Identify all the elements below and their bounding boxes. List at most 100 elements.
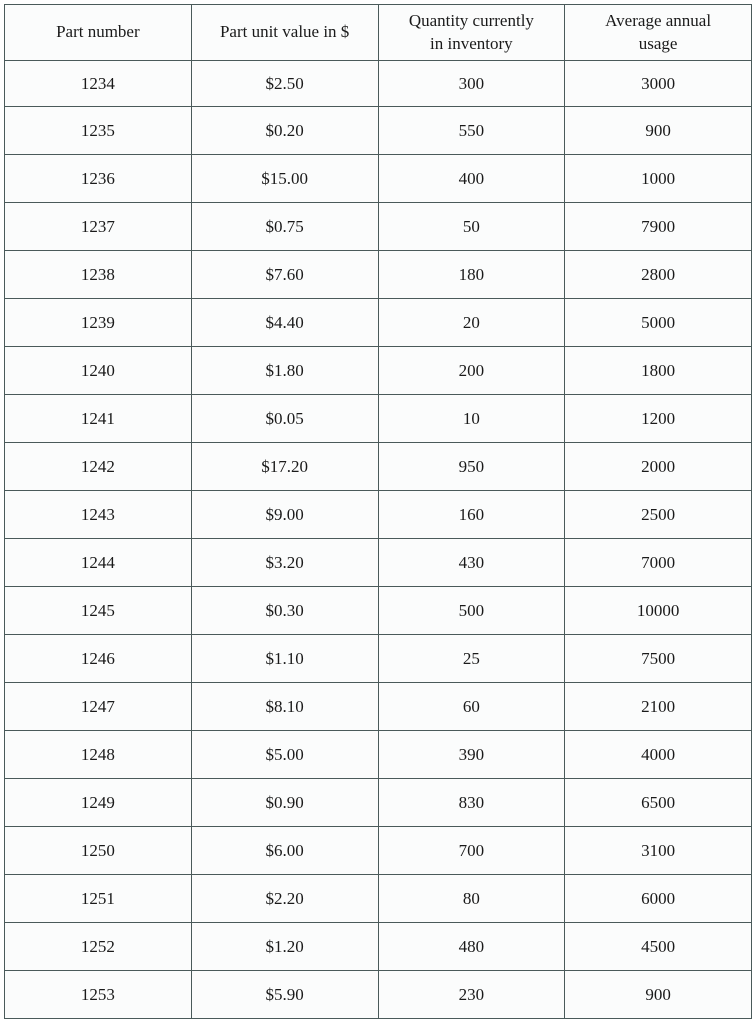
header-usage-line1: Average annual <box>605 11 711 30</box>
cell-unit-value: $9.00 <box>191 491 378 539</box>
cell-unit-value: $6.00 <box>191 827 378 875</box>
cell-annual-usage: 4500 <box>565 923 752 971</box>
table-row: 1243$9.001602500 <box>5 491 752 539</box>
table-row: 1249$0.908306500 <box>5 779 752 827</box>
cell-qty-inventory: 550 <box>378 107 565 155</box>
cell-qty-inventory: 25 <box>378 635 565 683</box>
cell-qty-inventory: 300 <box>378 61 565 107</box>
cell-qty-inventory: 180 <box>378 251 565 299</box>
cell-annual-usage: 1000 <box>565 155 752 203</box>
cell-unit-value: $0.75 <box>191 203 378 251</box>
table-row: 1252$1.204804500 <box>5 923 752 971</box>
cell-qty-inventory: 400 <box>378 155 565 203</box>
cell-part-number: 1252 <box>5 923 192 971</box>
cell-qty-inventory: 230 <box>378 971 565 1019</box>
cell-unit-value: $1.10 <box>191 635 378 683</box>
cell-qty-inventory: 60 <box>378 683 565 731</box>
cell-annual-usage: 1200 <box>565 395 752 443</box>
cell-qty-inventory: 430 <box>378 539 565 587</box>
inventory-table: Part number Part unit value in $ Quantit… <box>4 4 752 1019</box>
cell-unit-value: $8.10 <box>191 683 378 731</box>
cell-annual-usage: 2100 <box>565 683 752 731</box>
table-row: 1244$3.204307000 <box>5 539 752 587</box>
cell-annual-usage: 2800 <box>565 251 752 299</box>
cell-part-number: 1246 <box>5 635 192 683</box>
header-unit-value: Part unit value in $ <box>191 5 378 61</box>
cell-qty-inventory: 50 <box>378 203 565 251</box>
cell-unit-value: $2.20 <box>191 875 378 923</box>
table-row: 1242$17.209502000 <box>5 443 752 491</box>
table-header: Part number Part unit value in $ Quantit… <box>5 5 752 61</box>
cell-qty-inventory: 20 <box>378 299 565 347</box>
cell-qty-inventory: 160 <box>378 491 565 539</box>
cell-part-number: 1248 <box>5 731 192 779</box>
cell-unit-value: $1.20 <box>191 923 378 971</box>
cell-part-number: 1247 <box>5 683 192 731</box>
cell-part-number: 1239 <box>5 299 192 347</box>
table-row: 1239$4.40205000 <box>5 299 752 347</box>
table-row: 1248$5.003904000 <box>5 731 752 779</box>
cell-qty-inventory: 950 <box>378 443 565 491</box>
cell-annual-usage: 3000 <box>565 61 752 107</box>
cell-annual-usage: 900 <box>565 971 752 1019</box>
table-body: 1234$2.5030030001235$0.205509001236$15.0… <box>5 61 752 1019</box>
cell-qty-inventory: 500 <box>378 587 565 635</box>
table-row: 1250$6.007003100 <box>5 827 752 875</box>
cell-part-number: 1250 <box>5 827 192 875</box>
cell-part-number: 1241 <box>5 395 192 443</box>
cell-annual-usage: 3100 <box>565 827 752 875</box>
cell-part-number: 1245 <box>5 587 192 635</box>
cell-unit-value: $3.20 <box>191 539 378 587</box>
cell-unit-value: $17.20 <box>191 443 378 491</box>
cell-part-number: 1240 <box>5 347 192 395</box>
table-row: 1240$1.802001800 <box>5 347 752 395</box>
cell-annual-usage: 10000 <box>565 587 752 635</box>
table-row: 1245$0.3050010000 <box>5 587 752 635</box>
table-row: 1238$7.601802800 <box>5 251 752 299</box>
table-row: 1234$2.503003000 <box>5 61 752 107</box>
header-qty-inventory: Quantity currently in inventory <box>378 5 565 61</box>
cell-part-number: 1237 <box>5 203 192 251</box>
table-row: 1235$0.20550900 <box>5 107 752 155</box>
table-row: 1253$5.90230900 <box>5 971 752 1019</box>
header-annual-usage: Average annual usage <box>565 5 752 61</box>
header-qty-line1: Quantity currently <box>409 11 534 30</box>
cell-unit-value: $5.00 <box>191 731 378 779</box>
cell-part-number: 1251 <box>5 875 192 923</box>
cell-annual-usage: 2500 <box>565 491 752 539</box>
cell-part-number: 1242 <box>5 443 192 491</box>
cell-part-number: 1243 <box>5 491 192 539</box>
cell-annual-usage: 1800 <box>565 347 752 395</box>
cell-unit-value: $4.40 <box>191 299 378 347</box>
cell-annual-usage: 2000 <box>565 443 752 491</box>
cell-unit-value: $0.20 <box>191 107 378 155</box>
cell-qty-inventory: 480 <box>378 923 565 971</box>
cell-part-number: 1253 <box>5 971 192 1019</box>
cell-part-number: 1234 <box>5 61 192 107</box>
cell-annual-usage: 7900 <box>565 203 752 251</box>
cell-annual-usage: 6500 <box>565 779 752 827</box>
cell-qty-inventory: 390 <box>378 731 565 779</box>
cell-part-number: 1238 <box>5 251 192 299</box>
cell-part-number: 1244 <box>5 539 192 587</box>
table-row: 1246$1.10257500 <box>5 635 752 683</box>
table-row: 1247$8.10602100 <box>5 683 752 731</box>
cell-qty-inventory: 10 <box>378 395 565 443</box>
cell-annual-usage: 6000 <box>565 875 752 923</box>
cell-qty-inventory: 700 <box>378 827 565 875</box>
cell-unit-value: $7.60 <box>191 251 378 299</box>
cell-annual-usage: 900 <box>565 107 752 155</box>
cell-unit-value: $15.00 <box>191 155 378 203</box>
cell-unit-value: $2.50 <box>191 61 378 107</box>
table-row: 1241$0.05101200 <box>5 395 752 443</box>
table-row: 1251$2.20806000 <box>5 875 752 923</box>
cell-annual-usage: 5000 <box>565 299 752 347</box>
header-part-number: Part number <box>5 5 192 61</box>
cell-annual-usage: 4000 <box>565 731 752 779</box>
header-row: Part number Part unit value in $ Quantit… <box>5 5 752 61</box>
cell-part-number: 1249 <box>5 779 192 827</box>
cell-annual-usage: 7000 <box>565 539 752 587</box>
table-row: 1236$15.004001000 <box>5 155 752 203</box>
cell-unit-value: $1.80 <box>191 347 378 395</box>
cell-qty-inventory: 80 <box>378 875 565 923</box>
